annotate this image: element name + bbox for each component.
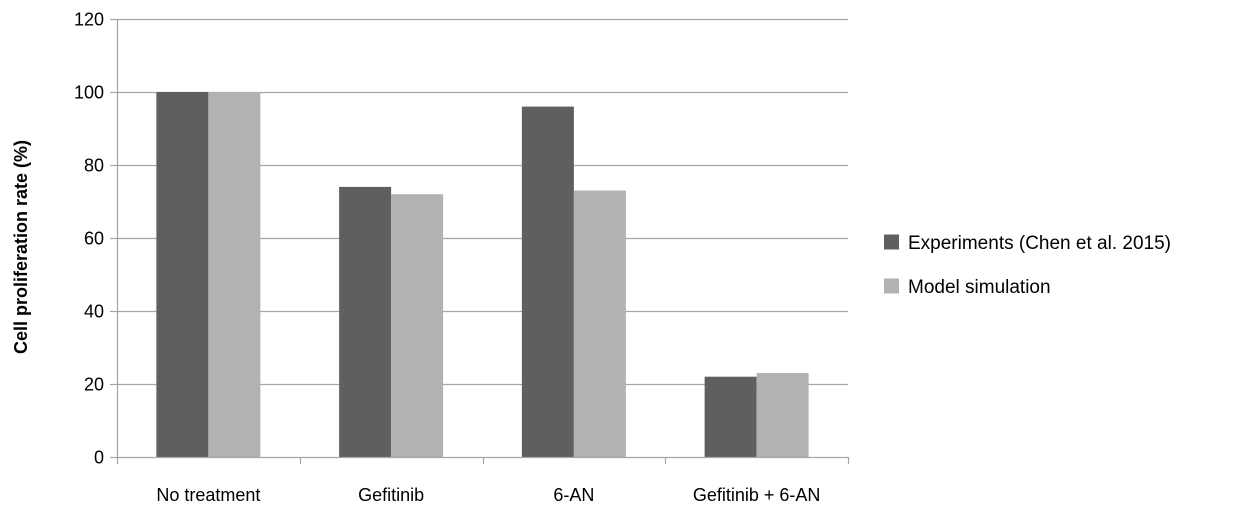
- bar-experiments: [521, 106, 574, 457]
- legend-label: Model simulation: [908, 277, 1051, 298]
- y-tick-label: 120: [74, 10, 104, 30]
- axes: [110, 18, 850, 464]
- bar-experiments: [339, 186, 392, 457]
- y-tick-label: 60: [84, 229, 104, 249]
- bar-model-simulation: [756, 373, 809, 457]
- y-tick-label: 100: [74, 83, 104, 103]
- bar-model-simulation: [208, 92, 261, 457]
- x-tick-label: No treatment: [156, 485, 260, 505]
- bar-experiments: [156, 92, 209, 457]
- x-tick-labels: No treatment Gefitinib 6-AN Gefitinib + 6-A…: [156, 485, 820, 505]
- legend-swatch: [884, 278, 899, 294]
- bars: [156, 92, 809, 458]
- legend-swatch: [884, 234, 899, 250]
- y-tick-label: 40: [84, 302, 104, 322]
- x-tick-label: Gefitinib: [358, 485, 424, 505]
- y-tick-label: 80: [84, 156, 104, 176]
- legend-label: Experiments (Chen et al. 2015): [908, 233, 1171, 254]
- y-tick-label: 0: [94, 448, 104, 468]
- y-tick-labels: 0 20 40 60 80 100 120: [74, 10, 104, 468]
- bar-model-simulation: [573, 190, 626, 458]
- y-axis-title: Cell proliferation rate (%): [11, 140, 31, 354]
- bar-model-simulation: [391, 194, 444, 457]
- bar-experiments: [704, 376, 757, 457]
- y-tick-label: 20: [84, 375, 104, 395]
- x-tick-label: 6-AN: [553, 485, 594, 505]
- legend: Experiments (Chen et al. 2015) Model simu…: [884, 233, 1171, 298]
- x-tick-label: Gefitinib + 6-AN: [693, 485, 821, 505]
